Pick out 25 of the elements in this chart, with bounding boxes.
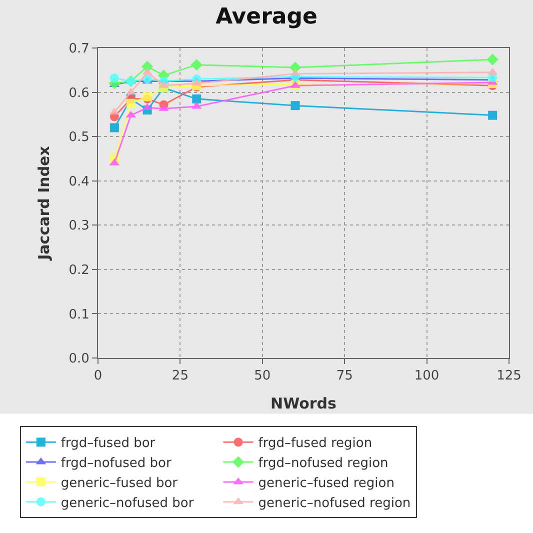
legend-label: generic–fused region bbox=[258, 476, 394, 492]
legend-label: generic–nofused region bbox=[258, 496, 411, 511]
x-tick-label: 50 bbox=[254, 368, 271, 384]
y-tick-label: 0.7 bbox=[68, 42, 90, 57]
y-tick-label: 0.6 bbox=[68, 86, 90, 101]
x-tick-label: 125 bbox=[496, 368, 522, 384]
y-tick-label: 0.5 bbox=[68, 130, 90, 146]
y-tick-label: 0.1 bbox=[68, 307, 90, 322]
x-tick-label: 100 bbox=[414, 368, 440, 384]
legend-label: generic–nofused bor bbox=[60, 496, 194, 511]
legend-label: frgd–fused bor bbox=[60, 436, 156, 452]
legend-label: frgd–nofused region bbox=[258, 456, 388, 472]
legend-label: frgd–nofused bor bbox=[60, 456, 172, 472]
chart-title: Average bbox=[216, 4, 318, 30]
y-tick-label: 0.2 bbox=[68, 262, 90, 278]
y-axis-title: Jaccard Index bbox=[34, 146, 53, 261]
x-tick-label: 25 bbox=[172, 368, 188, 384]
y-tick-label: 0.3 bbox=[68, 218, 90, 234]
x-axis-title: NWords bbox=[270, 394, 337, 413]
legend-label: frgd–fused region bbox=[258, 436, 372, 452]
x-tick-label: 75 bbox=[336, 368, 353, 384]
y-tick-label: 0.4 bbox=[68, 174, 90, 190]
text: 0.0 bbox=[68, 352, 90, 367]
x-tick-label: 0 bbox=[94, 368, 102, 384]
legend-label: generic–fused bor bbox=[60, 476, 178, 492]
